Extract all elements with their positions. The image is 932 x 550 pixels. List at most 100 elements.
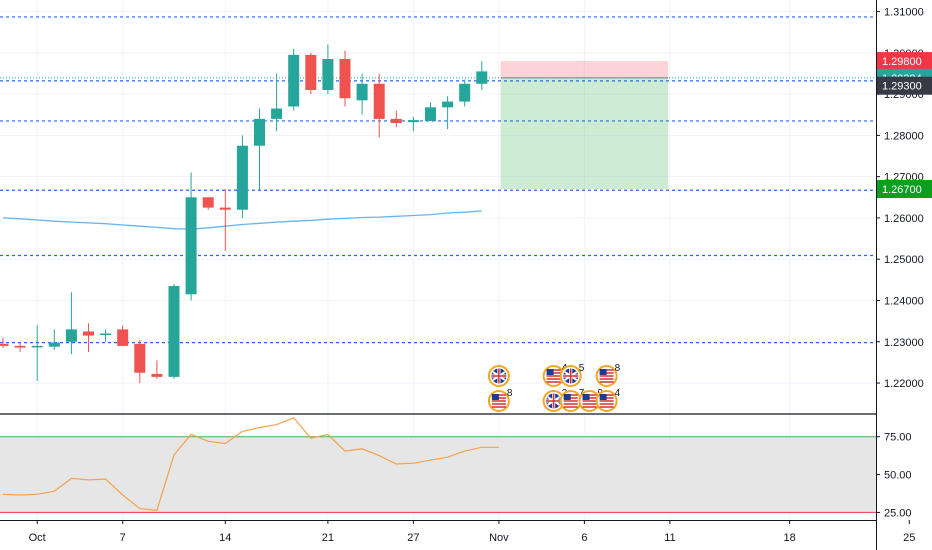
candle-body	[425, 107, 436, 121]
price-label: 1.29800	[877, 52, 932, 71]
candle	[339, 50, 351, 107]
candle-body	[356, 83, 368, 101]
price-tick-label: 1.31000	[884, 7, 924, 19]
price-label: 1.26700	[877, 180, 932, 199]
candle-body	[476, 71, 488, 84]
time-tick-label: 18	[783, 532, 795, 544]
uk-flag-icon	[559, 365, 582, 387]
candle	[100, 329, 112, 342]
candle-body	[407, 120, 419, 123]
oscillator-line	[2, 417, 499, 511]
flag-canton	[491, 394, 499, 400]
price-label-text: 1.29800	[882, 56, 922, 68]
candle-body	[185, 197, 197, 295]
candle	[14, 342, 26, 353]
candle-body	[254, 118, 265, 146]
candle-body	[322, 59, 334, 90]
candle	[0, 337, 9, 348]
candle-body	[373, 83, 385, 119]
short-position-tool[interactable]	[0, 61, 876, 190]
candle-body	[151, 373, 163, 377]
price-label-bg	[877, 180, 932, 199]
price-label-bg	[877, 76, 932, 95]
candles	[0, 44, 488, 384]
candle-body	[31, 345, 43, 348]
time-tick-label: Oct	[29, 532, 46, 544]
price-tick-label: 1.24000	[884, 295, 924, 307]
candle	[425, 102, 436, 121]
moving-average-line	[2, 210, 482, 230]
candle	[373, 73, 385, 138]
candle	[117, 325, 129, 346]
price-label-text: 1.26700	[882, 184, 922, 196]
price-label-text: 1.29300	[882, 81, 922, 93]
candle	[305, 52, 317, 95]
candle	[168, 283, 180, 379]
time-tick-label: Nov	[489, 532, 509, 544]
event-marker: 4	[595, 388, 621, 412]
candle-body	[168, 286, 180, 377]
flag-canton	[599, 369, 607, 375]
event-count: 8	[507, 388, 513, 399]
candle-body	[271, 108, 283, 119]
stop-loss-zone	[500, 61, 669, 78]
us-flag-icon	[595, 365, 618, 387]
price-tick-label: 1.26000	[884, 213, 924, 225]
price-label-bg	[877, 52, 932, 71]
candle	[407, 116, 419, 132]
candle-body	[236, 145, 248, 210]
candle-body	[83, 331, 94, 336]
candle	[356, 73, 368, 115]
candle	[151, 360, 163, 379]
oscillator-pane	[0, 413, 876, 513]
candle	[185, 172, 197, 301]
candle	[83, 323, 94, 353]
flag-canton	[582, 394, 590, 400]
candle-body	[0, 343, 9, 346]
oscillator-band-fill	[0, 436, 876, 513]
time-tick-label: 25	[903, 532, 915, 544]
candle-body	[202, 197, 214, 208]
candle	[219, 189, 231, 251]
event-count: 5	[579, 363, 585, 374]
flag-canton	[546, 369, 554, 375]
moving-average	[2, 210, 482, 230]
time-tick-label: 11	[664, 532, 675, 544]
candle	[271, 73, 283, 132]
us-flag-icon	[595, 390, 618, 412]
time-tick-label: 14	[219, 532, 231, 544]
event-markers: 84582794	[487, 363, 621, 412]
candle	[48, 329, 60, 351]
grid	[0, 0, 910, 520]
event-marker: 8	[487, 388, 513, 412]
time-tick-label: 21	[322, 532, 334, 544]
candle	[476, 61, 488, 90]
candle-body	[288, 54, 300, 107]
event-marker	[487, 365, 510, 387]
time-tick-label: 6	[581, 532, 587, 544]
candle	[236, 135, 248, 218]
price-label: 1.29300	[877, 76, 932, 95]
event-marker: 4	[542, 363, 568, 387]
candle	[322, 44, 334, 95]
us-flag-icon	[559, 390, 582, 412]
flag-canton	[599, 394, 607, 400]
flag-cross-red	[491, 368, 507, 384]
event-marker: 8	[595, 363, 621, 387]
price-tick-label: 1.28000	[884, 130, 924, 142]
candle-body	[14, 345, 26, 348]
us-flag-icon	[542, 365, 565, 387]
candle-body	[459, 83, 471, 102]
candle	[65, 292, 77, 355]
time-tick-label: 27	[407, 532, 419, 544]
horizontal-levels[interactable]	[0, 16, 876, 344]
candle-body	[442, 101, 454, 108]
candle-body	[339, 59, 351, 99]
candle	[254, 108, 265, 192]
osc-tick-label: 75.00	[884, 432, 912, 444]
candle-body	[65, 329, 77, 342]
event-marker: 5	[559, 363, 585, 387]
candle-body	[134, 343, 146, 373]
